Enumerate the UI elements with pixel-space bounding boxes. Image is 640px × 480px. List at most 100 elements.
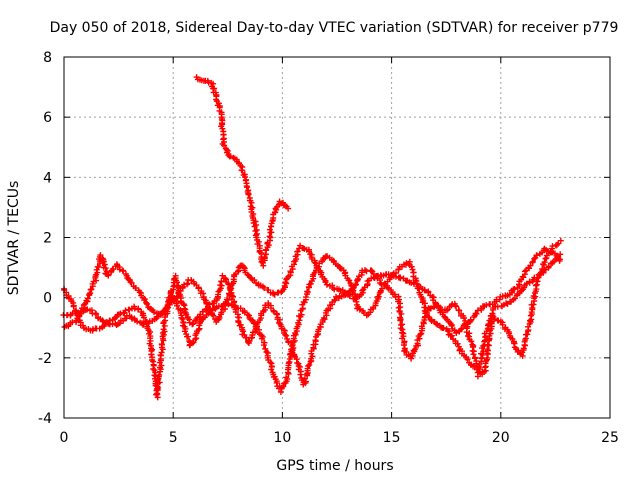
data-point bbox=[81, 280, 96, 307]
data-point bbox=[523, 254, 539, 274]
data-point bbox=[186, 339, 197, 349]
data-point bbox=[153, 368, 164, 401]
data-point bbox=[263, 223, 275, 253]
data-point bbox=[263, 349, 277, 378]
data-point bbox=[393, 273, 407, 282]
data-point bbox=[276, 198, 286, 207]
data-point bbox=[189, 314, 201, 327]
y-tick-label: 8 bbox=[43, 50, 52, 66]
y-tick-label: 6 bbox=[43, 110, 52, 126]
data-point bbox=[238, 262, 249, 276]
data-point bbox=[245, 191, 257, 221]
data-point bbox=[254, 241, 265, 265]
data-point bbox=[427, 292, 442, 311]
data-point bbox=[250, 217, 262, 245]
data-point bbox=[300, 357, 315, 388]
data-point bbox=[223, 149, 237, 161]
data-point bbox=[377, 279, 391, 291]
x-tick-label: 20 bbox=[492, 430, 510, 446]
data-series bbox=[60, 74, 564, 401]
data-point bbox=[436, 307, 451, 323]
data-point bbox=[516, 268, 528, 290]
data-point bbox=[213, 275, 227, 303]
data-point bbox=[218, 111, 227, 145]
data-point bbox=[289, 343, 303, 370]
data-point bbox=[241, 309, 256, 324]
data-point bbox=[506, 284, 521, 298]
data-point bbox=[192, 320, 203, 342]
data-point bbox=[179, 277, 192, 292]
tick-labels: 0 5 10 15 20 25 -4 -2 0 2 4 6 8 bbox=[38, 50, 619, 446]
data-point bbox=[526, 288, 539, 327]
y-tick-label: -4 bbox=[38, 411, 52, 427]
data-point bbox=[287, 245, 303, 275]
y-tick-label: 4 bbox=[43, 170, 52, 186]
data-point bbox=[508, 287, 525, 305]
data-point bbox=[113, 261, 127, 274]
data-point bbox=[395, 293, 408, 354]
data-point bbox=[156, 320, 168, 373]
data-point bbox=[280, 202, 292, 212]
data-point bbox=[532, 261, 548, 293]
y-axis-label: SDTVAR / TECUs bbox=[6, 181, 22, 296]
data-segment-3 bbox=[193, 74, 292, 269]
data-point bbox=[90, 253, 104, 285]
data-point bbox=[145, 327, 157, 365]
x-tick-label: 0 bbox=[60, 430, 69, 446]
data-point bbox=[237, 162, 248, 179]
data-point bbox=[419, 286, 432, 296]
data-point bbox=[177, 307, 189, 335]
y-tick-label: 2 bbox=[43, 231, 52, 247]
data-point bbox=[87, 307, 106, 324]
data-point bbox=[131, 303, 145, 315]
data-point bbox=[305, 246, 320, 269]
data-point bbox=[350, 293, 363, 302]
data-point bbox=[126, 312, 145, 327]
data-point bbox=[372, 285, 386, 307]
x-tick-label: 10 bbox=[273, 430, 291, 446]
data-point bbox=[461, 314, 477, 329]
x-tick-label: 5 bbox=[169, 430, 178, 446]
data-point bbox=[97, 252, 110, 277]
data-point bbox=[474, 368, 488, 380]
data-point bbox=[506, 330, 522, 354]
data-point bbox=[451, 300, 467, 319]
data-point bbox=[195, 285, 210, 307]
data-point bbox=[330, 259, 345, 272]
data-point bbox=[231, 155, 242, 167]
data-point bbox=[322, 279, 336, 291]
data-point bbox=[405, 258, 420, 287]
data-point bbox=[213, 306, 228, 325]
data-point bbox=[514, 348, 525, 358]
data-point bbox=[316, 307, 330, 330]
data-point bbox=[308, 326, 322, 362]
data-point bbox=[122, 271, 135, 286]
data-point bbox=[165, 287, 184, 311]
data-point bbox=[222, 276, 237, 309]
x-tick-label: 15 bbox=[383, 430, 401, 446]
data-point bbox=[257, 331, 269, 352]
data-point bbox=[87, 325, 103, 334]
data-point bbox=[352, 269, 366, 289]
data-point bbox=[77, 322, 92, 333]
data-point bbox=[549, 249, 563, 264]
y-tick-label: 0 bbox=[43, 291, 52, 307]
data-point bbox=[414, 308, 429, 347]
data-segment-2 bbox=[60, 242, 563, 336]
data-point bbox=[265, 300, 277, 315]
plot-frame bbox=[63, 56, 611, 419]
data-point bbox=[283, 341, 297, 383]
x-tick-label: 25 bbox=[601, 430, 619, 446]
data-point bbox=[253, 280, 266, 290]
data-point bbox=[279, 269, 294, 294]
data-point bbox=[255, 302, 269, 326]
data-point bbox=[268, 206, 280, 230]
data-point bbox=[341, 289, 353, 300]
data-point bbox=[325, 296, 339, 312]
data-point bbox=[471, 305, 485, 319]
data-point bbox=[244, 271, 258, 284]
data-point bbox=[245, 320, 261, 346]
data-segment-0 bbox=[61, 251, 564, 401]
data-point bbox=[469, 342, 483, 376]
